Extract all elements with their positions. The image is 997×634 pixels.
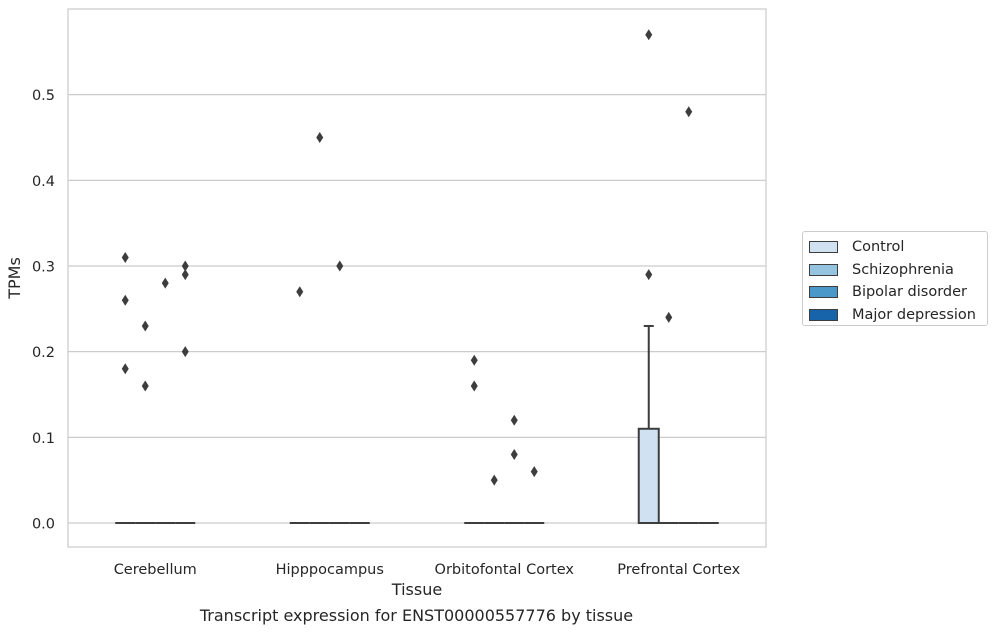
y-axis-label: TPMs — [5, 257, 24, 300]
legend-label: Major depression — [852, 306, 976, 323]
outlier-point — [645, 269, 653, 281]
x-tick-labels: Cerebellum Hipppocampus Orbitofontal Corte… — [114, 562, 741, 578]
legend-item-major-depression: Major depression — [809, 304, 987, 327]
outlier-point — [121, 363, 129, 375]
legend-label: Bipolar disorder — [852, 284, 967, 301]
legend-item-bipolar-disorder: Bipolar disorder — [809, 281, 987, 304]
box — [637, 427, 660, 525]
outlier-point — [470, 354, 478, 366]
outlier-point — [316, 132, 324, 144]
y-tick-label: 0.1 — [32, 431, 55, 447]
legend-swatch — [809, 308, 838, 321]
y-tick-label: 0.3 — [32, 260, 55, 276]
legend-label: Schizophrenia — [852, 261, 954, 278]
legend-swatch — [809, 263, 838, 276]
outlier-point — [665, 311, 673, 323]
legend: Control Schizophrenia Bipolar disorder M… — [802, 231, 988, 326]
outlier-point — [181, 260, 189, 272]
x-tick-label: Prefrontal Cortex — [617, 562, 740, 578]
y-tick-label: 0.2 — [32, 345, 55, 361]
y-tick-label: 0.4 — [32, 174, 55, 190]
outlier-point — [141, 320, 149, 332]
outlier-point — [530, 466, 538, 478]
y-tick-label: 0.0 — [32, 517, 55, 533]
outlier-point — [336, 260, 344, 272]
grid-lines — [68, 94, 766, 524]
outlier-point — [181, 346, 189, 358]
legend-swatch — [809, 286, 838, 299]
outlier-point — [296, 286, 304, 298]
outlier-points — [121, 29, 693, 486]
outlier-point — [121, 294, 129, 306]
outlier-point — [510, 448, 518, 460]
x-tick-label: Hipppocampus — [276, 562, 384, 578]
outlier-point — [470, 380, 478, 392]
legend-swatch — [809, 241, 838, 254]
x-axis-label: Tissue — [391, 580, 442, 599]
outlier-point — [490, 474, 498, 486]
legend-item-control: Control — [809, 236, 987, 259]
boxes — [115, 324, 719, 525]
outlier-point — [181, 269, 189, 281]
plot-frame — [67, 8, 767, 548]
outlier-point — [685, 106, 693, 118]
legend-label: Control — [852, 239, 905, 256]
outlier-point — [510, 414, 518, 426]
y-tick-labels: 0.0 0.1 0.2 0.3 0.4 0.5 — [32, 88, 55, 532]
x-tick-label: Orbitofontal Cortex — [435, 562, 575, 578]
chart-caption: Transcript expression for ENST0000055777… — [199, 606, 634, 625]
legend-item-schizophrenia: Schizophrenia — [809, 259, 987, 282]
x-tick-label: Cerebellum — [114, 562, 197, 578]
outlier-point — [141, 380, 149, 392]
y-tick-label: 0.5 — [32, 88, 55, 104]
outlier-point — [161, 277, 169, 289]
outlier-point — [645, 29, 653, 41]
outlier-point — [121, 251, 129, 263]
